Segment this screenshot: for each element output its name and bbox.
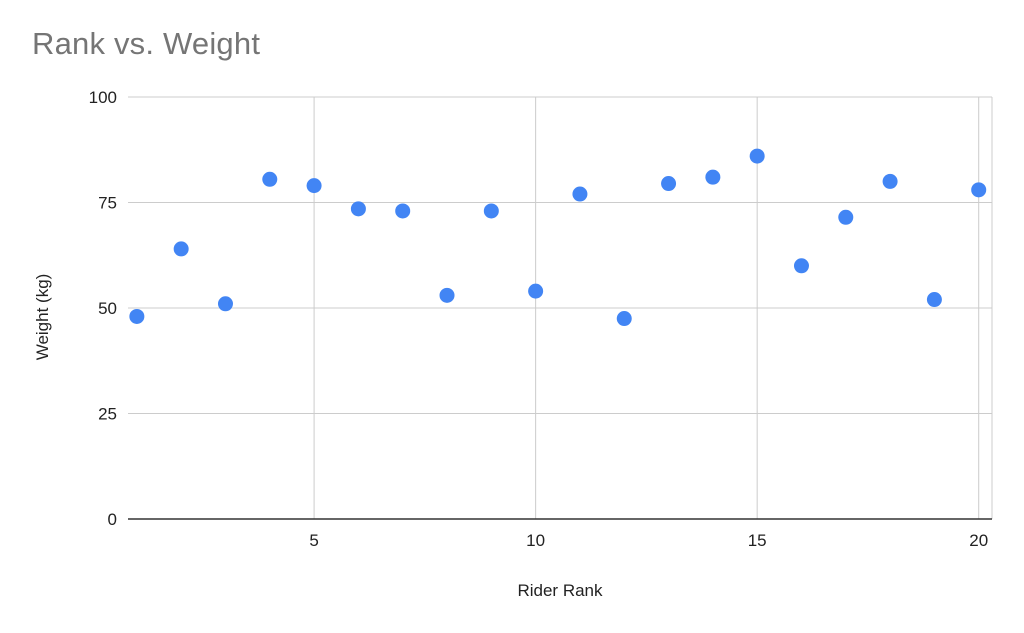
data-point: [838, 209, 854, 225]
data-point: [217, 296, 233, 312]
data-point: [749, 148, 765, 164]
data-point: [616, 311, 632, 327]
x-tick-label: 10: [526, 531, 545, 550]
x-tick-label: 5: [309, 531, 318, 550]
y-axis-title: Weight (kg): [33, 274, 52, 361]
data-point: [306, 178, 322, 194]
data-point: [572, 186, 588, 202]
y-tick-label: 100: [89, 88, 117, 107]
chart-title: Rank vs. Weight: [32, 26, 261, 61]
data-point: [882, 173, 898, 189]
y-tick-label: 75: [98, 194, 117, 213]
data-point: [350, 201, 366, 217]
data-point: [262, 171, 278, 187]
data-point: [705, 169, 721, 185]
data-point: [173, 241, 189, 257]
grid-lines: [128, 96, 993, 519]
y-tick-label: 50: [98, 299, 117, 318]
data-point: [483, 203, 499, 219]
data-point: [926, 292, 942, 308]
y-tick-label: 25: [98, 405, 117, 424]
x-tick-label: 20: [969, 531, 988, 550]
data-point: [528, 283, 544, 299]
y-tick-label: 0: [108, 510, 117, 529]
data-point: [793, 258, 809, 274]
data-point: [971, 182, 987, 198]
data-point: [129, 308, 145, 324]
data-point: [395, 203, 411, 219]
x-tick-label: 15: [748, 531, 767, 550]
x-axis-title: Rider Rank: [517, 581, 603, 600]
data-point: [439, 287, 455, 303]
data-points: [129, 148, 987, 327]
tick-labels: 0 25 50 75 100 5 10 15 20: [89, 88, 989, 550]
data-point: [661, 176, 677, 192]
